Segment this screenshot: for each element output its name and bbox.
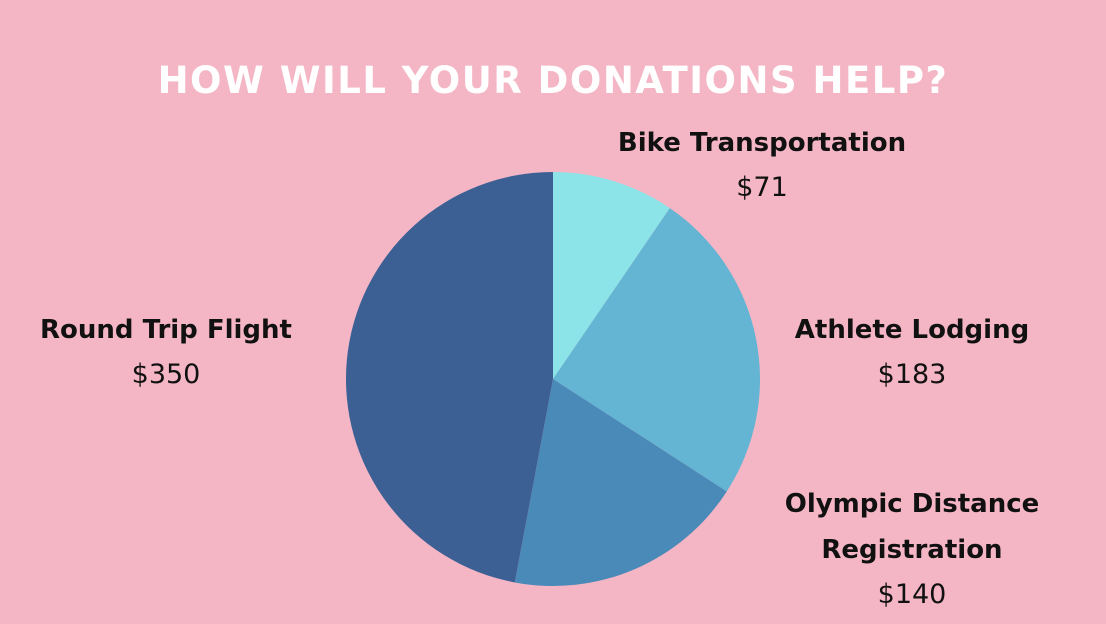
slice-value-olympic-distance-registration: $140 — [877, 579, 947, 610]
slice-label-olympic-distance-registration: Olympic Distance Registration $140 — [770, 481, 1054, 617]
slice-name-athlete-lodging: Athlete Lodging — [794, 315, 1030, 345]
slice-name-olympic-distance-registration: Olympic Distance Registration — [784, 489, 1040, 565]
slice-name-bike-transportation: Bike Transportation — [617, 128, 907, 158]
pie-slice-bike — [553, 172, 670, 379]
slice-name-round-trip-flight: Round Trip Flight — [40, 315, 292, 345]
slice-label-bike-transportation: Bike Transportation $71 — [598, 120, 926, 210]
pie-slice-flight — [345, 172, 553, 583]
pie-slice-olympic — [514, 379, 727, 587]
pie-slice-lodging — [553, 208, 760, 492]
slice-value-bike-transportation: $71 — [736, 172, 788, 203]
slice-value-round-trip-flight: $350 — [131, 359, 201, 390]
slice-value-athlete-lodging: $183 — [877, 359, 947, 390]
slice-label-athlete-lodging: Athlete Lodging $183 — [778, 307, 1046, 397]
chart-title: HOW WILL YOUR DONATIONS HELP? — [157, 59, 949, 102]
slice-label-round-trip-flight: Round Trip Flight $350 — [16, 307, 316, 397]
